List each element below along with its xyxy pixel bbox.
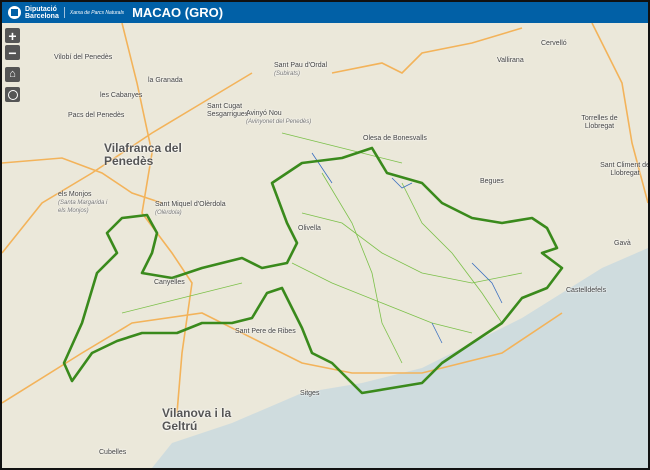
place-label: Vilafranca del Penedès	[104, 141, 182, 168]
trail	[321, 172, 403, 364]
road	[591, 23, 648, 204]
place-label: Cervelló	[541, 40, 567, 47]
place-label: Castelldefels	[566, 287, 607, 294]
road	[2, 72, 253, 254]
park-boundary	[62, 146, 564, 395]
place-label: Sant Climent de Llobregat	[600, 162, 648, 177]
sea	[152, 248, 648, 468]
trail	[121, 282, 243, 314]
place-label: Sant Cugat Sesgarrigues	[207, 103, 249, 118]
place-label: Begues	[480, 178, 504, 185]
river	[311, 152, 333, 184]
network-name: Xarxa de Parcs Naturals	[69, 9, 125, 16]
place-label: Avinyó Nou (Avinyonet del Penedès)	[246, 110, 312, 125]
trail	[281, 132, 403, 164]
locate-button[interactable]	[5, 87, 20, 102]
place-label: els Monjos (Santa Margarida i els Monjos)	[58, 191, 108, 214]
river	[431, 322, 443, 344]
place-label: Sitges	[300, 390, 320, 397]
zoom-in-button[interactable]: +	[5, 28, 20, 43]
home-icon: ⌂	[9, 68, 16, 80]
place-label: Olesa de Bonesvalls	[363, 135, 427, 142]
place-label: Olivella	[298, 225, 321, 232]
place-label: Sant Pere de Ribes	[235, 328, 296, 335]
roads	[2, 23, 648, 414]
home-button[interactable]: ⌂	[5, 67, 20, 82]
page-title: MACAO (GRO)	[132, 5, 224, 20]
app-header: Diputació Barcelona Xarxa de Parcs Natura…	[2, 2, 648, 23]
trail	[301, 212, 523, 284]
river	[471, 262, 503, 304]
place-label: Pacs del Penedès	[68, 112, 125, 119]
place-label: la Granada	[148, 77, 183, 84]
road	[2, 157, 163, 204]
place-label: Vallirana	[497, 57, 524, 64]
river	[391, 177, 413, 189]
diputacio-logo	[8, 6, 21, 19]
place-label: Canyelles	[154, 279, 185, 286]
trails	[121, 132, 523, 364]
divider	[63, 7, 65, 18]
place-label: Cubelles	[99, 449, 127, 456]
place-label: Vilobí del Penedès	[54, 54, 113, 61]
map-canvas[interactable]	[2, 23, 648, 468]
locate-circle-icon	[7, 89, 18, 100]
road	[331, 27, 523, 74]
place-label: Sant Miquel d'Olèrdola (Olèrdola)	[155, 201, 226, 216]
trail	[291, 262, 473, 334]
zoom-out-button[interactable]: −	[5, 45, 20, 60]
place-label: Sant Pau d'Ordal (Subirats)	[274, 62, 328, 77]
road	[2, 312, 563, 404]
org-name: Diputació Barcelona	[25, 5, 59, 20]
place-label: Gavà	[614, 240, 631, 247]
trail	[401, 182, 503, 324]
rivers	[311, 152, 503, 344]
place-label: Vilanova i la Geltrú	[162, 406, 232, 433]
place-label: Torrelles de Llobregat	[581, 115, 618, 130]
place-label: les Cabanyes	[100, 92, 143, 99]
